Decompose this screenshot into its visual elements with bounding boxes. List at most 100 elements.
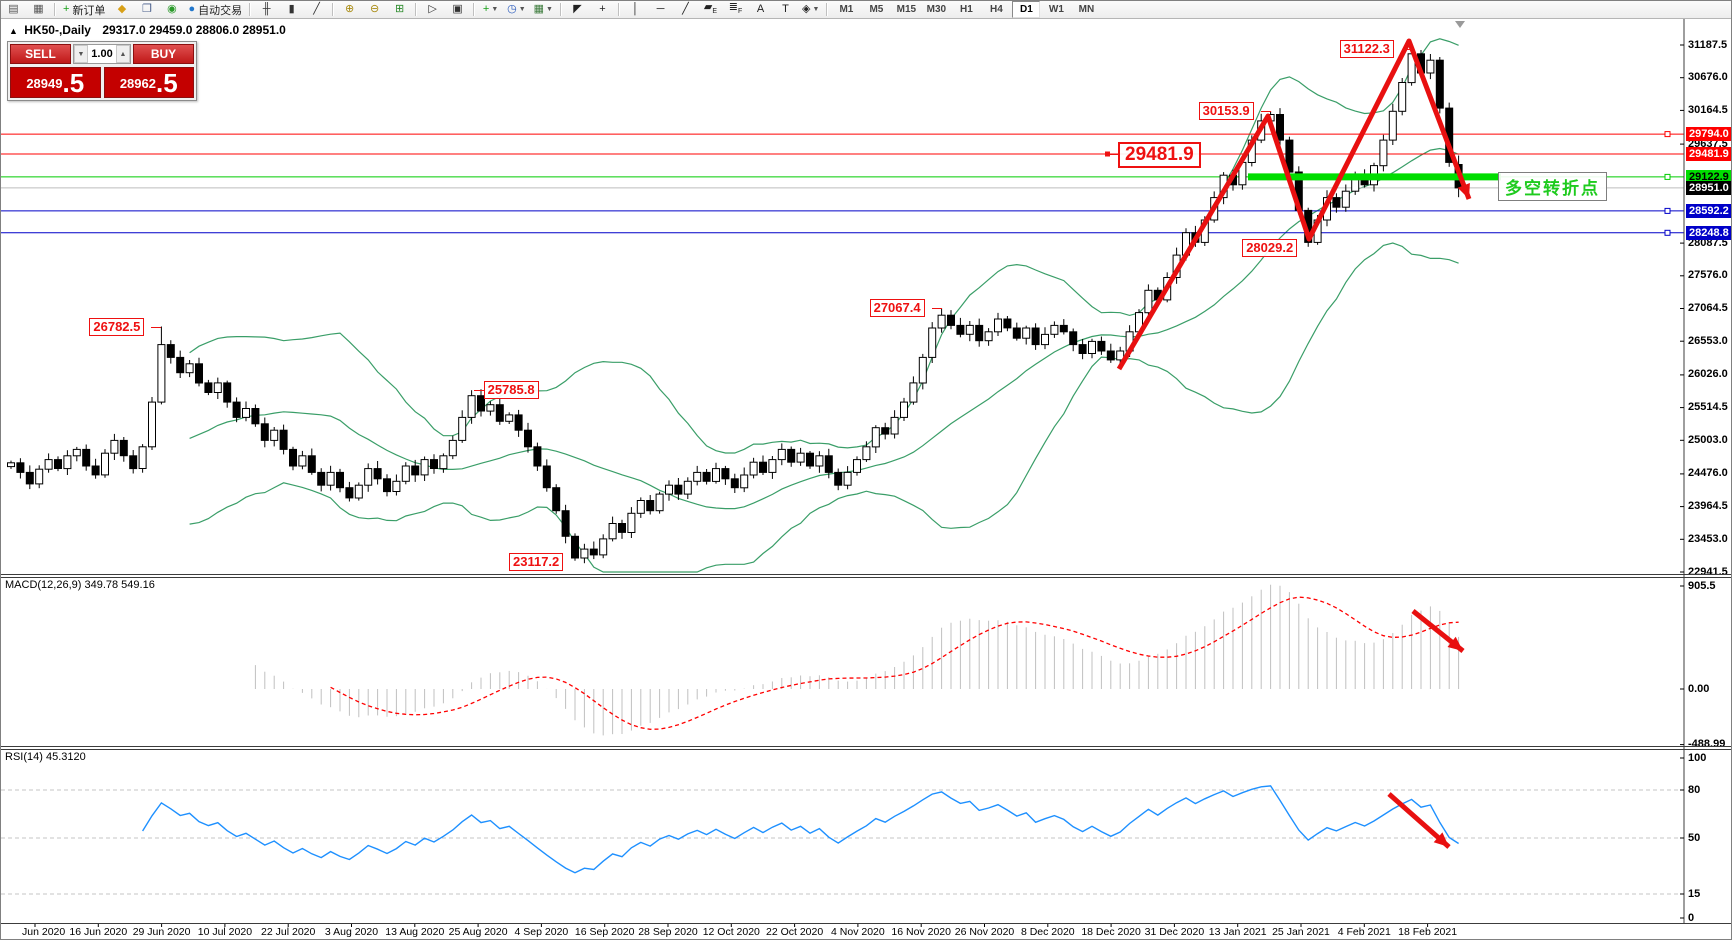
timeframe-m1-button[interactable]: M1 bbox=[839, 4, 854, 15]
fibonacci-tool-button[interactable]: ≣F bbox=[724, 1, 747, 18]
buy-price[interactable]: 28962.5 bbox=[103, 67, 194, 98]
panel-separator[interactable] bbox=[1, 746, 1731, 747]
price-tick-label: 24476.0 bbox=[1688, 467, 1728, 480]
date-tick-label: 13 Aug 2020 bbox=[385, 926, 445, 938]
arrows-tool-icon: ◈ bbox=[801, 3, 811, 15]
toolbar-separator bbox=[473, 3, 476, 16]
timeframe-mn-button[interactable]: MN bbox=[1078, 4, 1095, 15]
zoom-in-icon: ⊕ bbox=[344, 3, 355, 15]
timeframe-m30-button[interactable]: M30 bbox=[926, 4, 947, 15]
arrows-tool-button[interactable]: ◈ ▼ bbox=[799, 1, 822, 18]
templates-menu-button[interactable]: ▦ ▼ bbox=[531, 1, 556, 18]
date-tick-label: 25 Aug 2020 bbox=[448, 926, 508, 938]
timeframe-h4-button[interactable]: H4 bbox=[989, 4, 1003, 15]
channel-tool-button[interactable]: ▰E bbox=[699, 1, 722, 18]
panel-separator[interactable] bbox=[1, 574, 1731, 575]
style-bucket-icon: ◆ bbox=[117, 3, 127, 15]
cursor-tool-button[interactable]: ◤ bbox=[566, 1, 589, 18]
new-chart-icon: ▤ bbox=[8, 3, 19, 15]
sell-button[interactable]: SELL bbox=[10, 44, 71, 64]
timeframe-w1-button[interactable]: W1 bbox=[1048, 4, 1064, 15]
date-tick-label: 31 Dec 2020 bbox=[1144, 926, 1205, 938]
new-order-button[interactable]: + 新订单 bbox=[60, 1, 108, 18]
strategy-tester-button[interactable]: ▷ bbox=[421, 1, 444, 18]
autotrading-button-icon: ● bbox=[188, 3, 196, 15]
zoom-out-button[interactable]: ⊖ bbox=[363, 1, 386, 18]
turning-point-label[interactable]: 多空转折点 bbox=[1498, 172, 1607, 201]
sell-price[interactable]: 28949.5 bbox=[10, 67, 101, 98]
zoom-out-icon: ⊖ bbox=[369, 3, 380, 15]
symbol-title: HK50-,Daily bbox=[24, 23, 91, 37]
zoom-in-button[interactable]: ⊕ bbox=[338, 1, 361, 18]
chart-candles-button[interactable]: ▮ bbox=[280, 1, 303, 18]
date-tick-label: Jun 2020 bbox=[22, 926, 66, 938]
vertical-line-tool-icon: │ bbox=[632, 3, 639, 15]
vertical-line-tool-button[interactable]: │ bbox=[624, 1, 647, 18]
price-annotation-27067.4[interactable]: 27067.4 bbox=[869, 299, 925, 318]
date-tick-label: 25 Jan 2021 bbox=[1272, 926, 1330, 938]
data-window-icon: ▣ bbox=[452, 3, 463, 15]
autotrading-button[interactable]: ● 自动交易 bbox=[185, 1, 245, 18]
price-annotation-26782.5[interactable]: 26782.5 bbox=[89, 317, 145, 336]
price-annotation-25785.8[interactable]: 25785.8 bbox=[483, 381, 539, 400]
data-window-button[interactable]: ▣ bbox=[446, 1, 469, 18]
toolbar-separator bbox=[54, 3, 56, 16]
price-annotation-big-29481.9[interactable]: 29481.9 bbox=[1118, 142, 1201, 168]
text-label-tool-button[interactable]: T bbox=[774, 1, 797, 18]
panel-separator[interactable] bbox=[1, 577, 1731, 578]
rsi-tick-label: 80 bbox=[1688, 783, 1701, 796]
periods-menu-button[interactable]: ◷ ▼ bbox=[504, 1, 529, 18]
panel-separator[interactable] bbox=[1, 749, 1731, 750]
date-tick-label: 4 Feb 2021 bbox=[1337, 926, 1391, 938]
macd-down-arrow bbox=[1411, 609, 1465, 653]
price-level-label-28951.0: 28951.0 bbox=[1686, 180, 1731, 195]
style-bucket-button[interactable]: ◆ bbox=[110, 1, 133, 18]
add-indicator-button[interactable]: + ▼ bbox=[479, 1, 502, 18]
timeframe-d1-button[interactable]: D1 bbox=[1012, 1, 1041, 18]
price-tick-label: 26026.0 bbox=[1688, 368, 1728, 381]
sell-price-pips: .5 bbox=[62, 68, 85, 98]
new-chart-button[interactable]: ▤ bbox=[2, 1, 25, 18]
signals-button[interactable]: ◉ bbox=[160, 1, 183, 18]
dropdown-arrow-icon: ▼ bbox=[518, 6, 526, 13]
dropdown-arrow-icon: ▼ bbox=[491, 6, 499, 13]
date-tick-label: 29 Jun 2020 bbox=[132, 926, 191, 938]
crosshair-tool-button[interactable]: + bbox=[591, 1, 614, 18]
chart-shift-marker[interactable] bbox=[1455, 21, 1465, 28]
price-level-label-29122.9: 29122.9 bbox=[1686, 169, 1731, 184]
toolbar-separator bbox=[826, 3, 829, 16]
rsi-tick-label: 100 bbox=[1688, 751, 1707, 764]
chart-profiles-icon: ▦ bbox=[33, 3, 44, 15]
chart-line-button[interactable]: ╱ bbox=[305, 1, 328, 18]
price-annotation-23117.2[interactable]: 23117.2 bbox=[509, 552, 564, 571]
tile-windows-button[interactable]: ⊞ bbox=[388, 1, 411, 18]
timeframe-m15-button[interactable]: M15 bbox=[896, 4, 917, 15]
timeframe-h1-button[interactable]: H1 bbox=[959, 4, 973, 15]
chart-profiles-button[interactable]: ▦ bbox=[27, 1, 50, 18]
price-level-label-28592.2: 28592.2 bbox=[1686, 203, 1731, 218]
text-tool-button[interactable]: A bbox=[749, 1, 772, 18]
buy-button[interactable]: BUY bbox=[133, 44, 194, 64]
volume-down-button[interactable]: ▼ bbox=[74, 45, 88, 63]
volume-input[interactable] bbox=[88, 45, 116, 63]
date-axis-border bbox=[1, 923, 1731, 924]
sell-price-main: 28949 bbox=[26, 76, 63, 91]
toolbar: ▤ ▦ + 新订单 ◆ ❐ ◉ ● 自动交易 ╫ ▮ ╱ ⊕ ⊖ ⊞ ▷ ▣ + ▼ ◷ ▼ ▦ ▼ ◤ + │ ─ ╱ ▰E ≣F A T ◈… bbox=[1, 1, 1731, 19]
date-tick-label: 4 Sep 2020 bbox=[514, 926, 569, 938]
price-annotation-28029.2[interactable]: 28029.2 bbox=[1242, 238, 1298, 257]
date-tick-label: 22 Oct 2020 bbox=[765, 926, 824, 938]
fibonacci-tool-icon: ≣F bbox=[728, 0, 743, 16]
market-watch-button[interactable]: ❐ bbox=[135, 1, 158, 18]
ohlc-values: 29317.0 29459.0 28806.0 28951.0 bbox=[102, 23, 286, 37]
price-annotation-31122.3[interactable]: 31122.3 bbox=[1339, 40, 1394, 59]
trendline-tool-button[interactable]: ╱ bbox=[674, 1, 697, 18]
chart-bars-button[interactable]: ╫ bbox=[255, 1, 278, 18]
timeframe-m5-button[interactable]: M5 bbox=[869, 4, 884, 15]
horizontal-line-tool-button[interactable]: ─ bbox=[649, 1, 672, 18]
date-tick-label: 4 Nov 2020 bbox=[831, 926, 885, 938]
date-tick-label: 26 Nov 2020 bbox=[954, 926, 1015, 938]
price-annotation-30153.9[interactable]: 30153.9 bbox=[1198, 102, 1254, 121]
volume-up-button[interactable]: ▲ bbox=[116, 45, 130, 63]
